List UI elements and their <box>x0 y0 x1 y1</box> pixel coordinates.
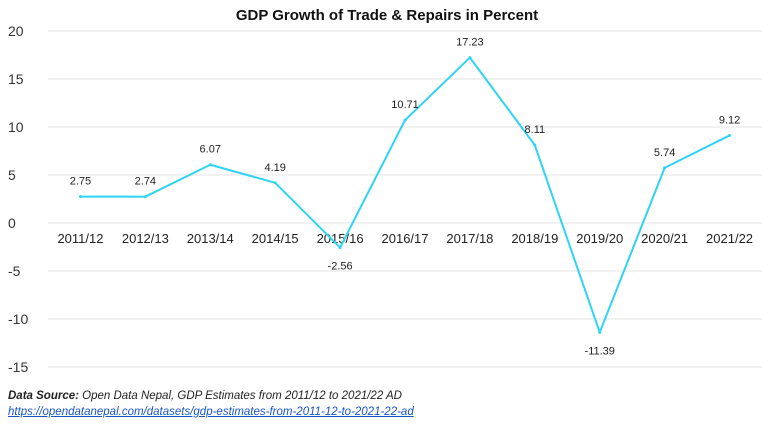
data-label: 10.71 <box>391 99 419 111</box>
x-tick-label: 2014/15 <box>252 231 299 246</box>
chart: GDP Growth of Trade & Repairs in Percent… <box>8 7 762 375</box>
y-tick-label: 15 <box>8 71 24 87</box>
data-label: 4.19 <box>264 162 285 174</box>
data-source-text: Open Data Nepal, GDP Estimates from 2011… <box>78 390 402 402</box>
data-source-link[interactable]: https://opendatanepal.com/datasets/gdp-e… <box>8 406 414 418</box>
x-tick-label: 2013/14 <box>187 231 234 246</box>
x-tick-label: 2019/20 <box>576 231 623 246</box>
y-tick-label: -5 <box>8 263 21 279</box>
data-point <box>403 118 407 122</box>
x-tick-label: 2021/22 <box>706 231 753 246</box>
y-tick-label: 0 <box>8 215 16 231</box>
y-tick-label: 10 <box>8 119 24 135</box>
data-label: 2.75 <box>70 176 91 188</box>
data-label: 6.07 <box>200 144 221 156</box>
y-tick-label: -15 <box>8 359 28 375</box>
data-point <box>273 181 277 185</box>
data-point <box>663 166 667 170</box>
x-tick-label: 2020/21 <box>641 231 688 246</box>
data-point <box>338 246 342 250</box>
data-label: -2.56 <box>328 261 353 273</box>
y-tick-label: 20 <box>8 23 24 39</box>
data-point <box>533 143 537 147</box>
chart-title: GDP Growth of Trade & Repairs in Percent <box>236 7 538 24</box>
data-point <box>728 133 732 137</box>
y-tick-label: -10 <box>8 311 28 327</box>
data-point <box>143 195 147 199</box>
data-point <box>468 56 472 60</box>
data-label: 5.74 <box>654 147 675 159</box>
data-point <box>208 163 212 167</box>
x-tick-label: 2011/12 <box>57 231 103 246</box>
x-tick-label: 2016/17 <box>382 231 429 246</box>
x-tick-label: 2018/19 <box>511 231 558 246</box>
x-tick-label: 2017/18 <box>446 231 493 246</box>
data-label: 9.12 <box>719 114 740 126</box>
y-tick-label: 5 <box>8 167 16 183</box>
x-tick-label: 2015/16 <box>317 231 364 246</box>
data-label: 2.74 <box>135 176 156 188</box>
data-label: -11.39 <box>585 345 615 357</box>
x-tick-label: 2012/13 <box>122 231 169 246</box>
data-source: Data Source: Open Data Nepal, GDP Estima… <box>8 388 414 420</box>
data-label: 8.11 <box>525 124 546 136</box>
data-point <box>78 195 82 199</box>
data-point <box>598 330 602 334</box>
data-source-label: Data Source: <box>8 390 79 402</box>
data-label: 17.23 <box>456 37 484 49</box>
